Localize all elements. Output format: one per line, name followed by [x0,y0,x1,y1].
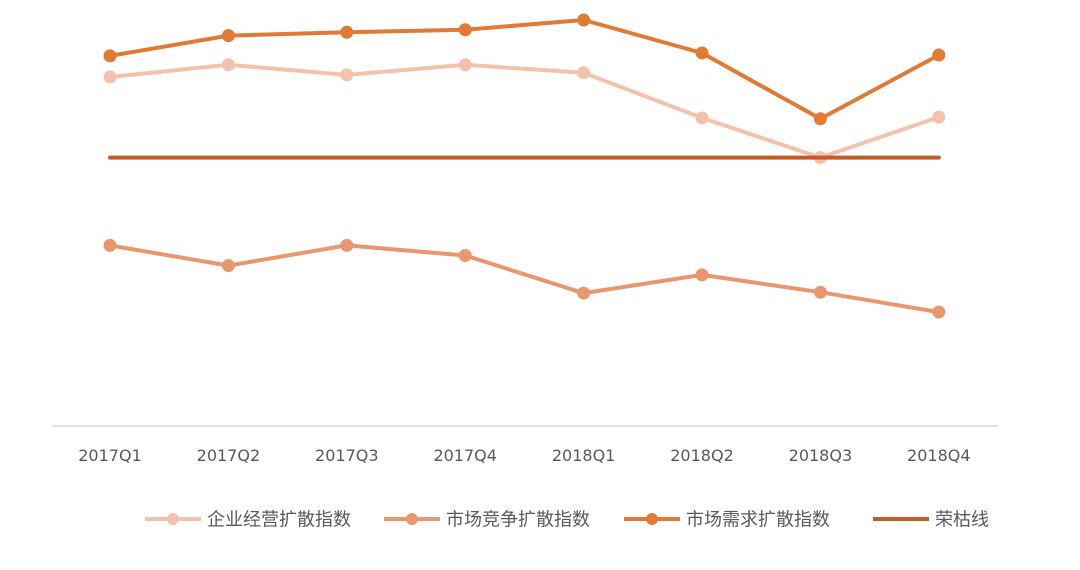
data-point [577,286,591,300]
x-tick-label: 2018Q2 [670,446,734,465]
data-point [932,48,946,62]
legend: 企业经营扩散指数 市场竞争扩散指数 市场需求扩散指数 荣枯线 [145,510,989,531]
data-point [221,29,235,43]
series-0 [103,58,946,165]
legend-label: 市场需求扩散指数 [686,510,830,531]
x-tick-label: 2018Q4 [907,446,971,465]
legend-label: 荣枯线 [935,510,989,531]
data-point [577,13,591,27]
data-point [103,70,117,84]
data-point [458,23,472,37]
data-point [340,68,354,82]
data-point [695,46,709,60]
legend-label: 企业经营扩散指数 [207,510,351,531]
data-point [458,58,472,72]
data-point [932,110,946,124]
legend-label: 市场竞争扩散指数 [446,510,590,531]
series-layer [103,13,946,319]
data-point [103,49,117,63]
legend-marker [167,513,179,525]
data-point [340,238,354,252]
legend-item: 荣枯线 [873,510,989,531]
legend-item: 市场需求扩散指数 [624,510,830,531]
data-point [340,25,354,39]
data-point [695,111,709,125]
legend-marker [406,513,418,525]
data-point [103,238,117,252]
data-point [221,259,235,273]
series-2 [103,13,946,126]
x-tick-label: 2018Q3 [789,446,853,465]
data-point [695,268,709,282]
series-line-1 [108,243,941,315]
x-tick-label: 2018Q1 [552,446,616,465]
x-tick-labels: 2017Q1 2017Q2 2017Q3 2017Q4 2018Q1 2018Q2 2018… [78,446,970,465]
data-point [813,285,827,299]
series-1 [103,238,946,319]
data-point [932,305,946,319]
x-tick-label: 2017Q3 [315,446,379,465]
legend-item: 企业经营扩散指数 [145,510,351,531]
x-tick-label: 2017Q4 [433,446,497,465]
data-point [221,58,235,72]
series-line-0 [108,62,941,160]
data-point [577,66,591,80]
x-tick-label: 2017Q2 [197,446,261,465]
data-point [813,112,827,126]
x-tick-label: 2017Q1 [78,446,142,465]
data-point [458,249,472,263]
series-line-2 [108,18,941,121]
legend-item: 市场竞争扩散指数 [384,510,590,531]
legend-marker [646,513,658,525]
